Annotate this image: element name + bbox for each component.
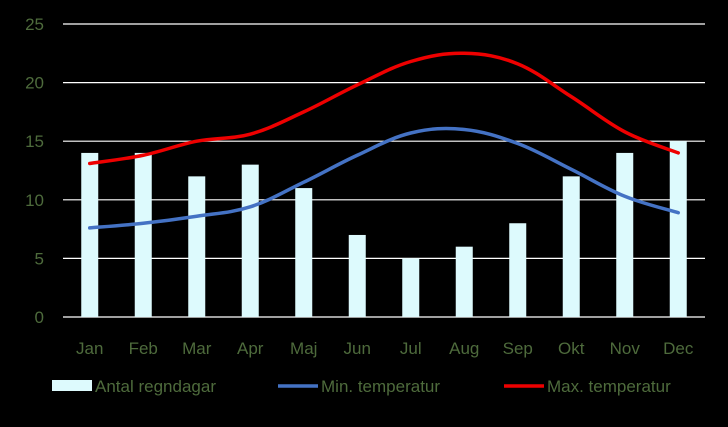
- y-tick-label: 15: [25, 132, 44, 151]
- x-tick-label: Jun: [344, 339, 371, 358]
- y-tick-label: 10: [25, 191, 44, 210]
- x-axis-ticks: Jan Feb Mar Apr Maj Jun Jul Aug Sep Okt Nov Dec: [76, 339, 694, 358]
- bar-sep: [509, 223, 527, 317]
- bar-mar: [188, 176, 206, 317]
- x-tick-label: Jan: [76, 339, 103, 358]
- y-axis-ticks: 0 5 10 15 20 25: [25, 15, 44, 327]
- x-tick-label: Sep: [503, 339, 533, 358]
- x-tick-label: Apr: [237, 339, 264, 358]
- bar-series: [81, 141, 687, 317]
- legend-swatch-bar: [52, 380, 92, 391]
- x-tick-label: Dec: [663, 339, 694, 358]
- bar-jul: [402, 258, 420, 317]
- line-series: [88, 51, 680, 230]
- y-tick-label: 0: [35, 308, 44, 327]
- min-temperature-line: [88, 126, 680, 230]
- bar-jan: [81, 152, 99, 317]
- bar-maj: [295, 188, 313, 317]
- gridlines: [63, 23, 705, 318]
- bar-jun: [348, 234, 366, 317]
- legend: Antal regndagar Min. temperatur Max. tempe…: [52, 377, 671, 396]
- bar-okt: [562, 176, 580, 317]
- bar-aug: [455, 246, 473, 317]
- bar-feb: [134, 152, 152, 317]
- x-tick-label: Aug: [449, 339, 479, 358]
- x-tick-label: Feb: [129, 339, 158, 358]
- y-tick-label: 25: [25, 15, 44, 34]
- x-tick-label: Nov: [610, 339, 641, 358]
- legend-label: Min. temperatur: [321, 377, 440, 396]
- legend-label: Max. temperatur: [547, 377, 671, 396]
- x-tick-label: Jul: [400, 339, 422, 358]
- y-tick-label: 20: [25, 74, 44, 93]
- x-tick-label: Mar: [182, 339, 212, 358]
- x-tick-label: Okt: [558, 339, 585, 358]
- bar-nov: [616, 152, 634, 317]
- max-temperature-line: [88, 51, 680, 166]
- legend-label: Antal regndagar: [95, 377, 216, 396]
- x-tick-label: Maj: [290, 339, 317, 358]
- bar-dec: [669, 141, 687, 317]
- y-tick-label: 5: [35, 249, 44, 268]
- bar-apr: [241, 164, 259, 317]
